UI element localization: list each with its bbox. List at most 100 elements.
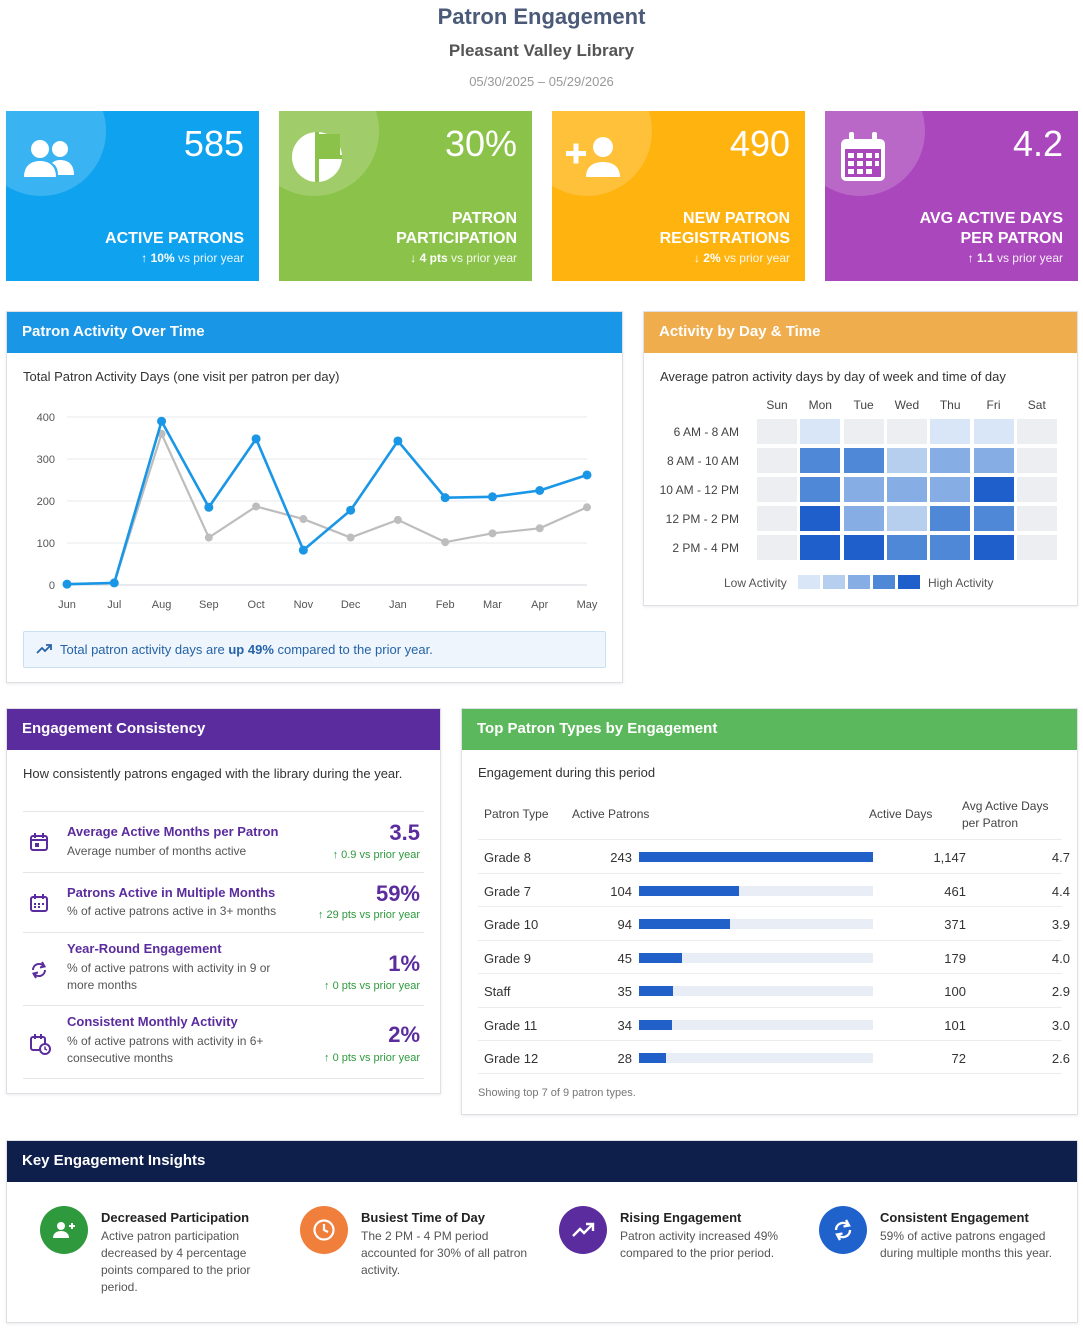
active-days: 101 [944, 1017, 966, 1033]
insight-desc: Active patron participation decreased by… [101, 1229, 251, 1294]
avg-active-days: 3.9 [1051, 917, 1070, 932]
data-point-current [157, 416, 167, 426]
avg-active-days: 4.4 [1051, 883, 1070, 899]
bar-track [639, 919, 873, 929]
kpi-new-registrations: 490 NEW PATRON REGISTRATIONS ↓ 2% vs pri… [552, 111, 805, 281]
consistency-card: Engagement Consistency How consistently … [6, 708, 441, 1094]
active-patrons: 243 [610, 850, 632, 865]
consistency-delta: ↑ 0 pts vs prior year [324, 1052, 420, 1064]
data-point-prior [488, 529, 497, 538]
heatmap-day-label: Tue [853, 398, 874, 412]
legend-low-label: Low Activity [724, 576, 787, 590]
heatmap-cell [973, 419, 1014, 444]
active-patrons-bar [639, 919, 730, 929]
heatmap-cell [800, 506, 841, 531]
table-row: Grade 12 28 72 2.6 [478, 1040, 1070, 1074]
x-tick-label: Dec [341, 599, 361, 611]
x-tick-label: Apr [531, 599, 548, 611]
column-header-type: Patron Type [484, 807, 549, 821]
avg-active-days: 4.7 [1051, 850, 1070, 865]
heatmap-cell [843, 535, 884, 560]
table-footer: Showing top 7 of 9 patron types. [478, 1087, 636, 1099]
y-tick-label: 200 [37, 496, 55, 508]
kpi-value: 585 [183, 123, 244, 164]
data-point-prior [583, 503, 591, 512]
x-tick-label: Sep [199, 599, 219, 611]
kpi-value: 30% [444, 123, 517, 164]
active-patrons-bar [639, 952, 683, 963]
consistency-row: Year-Round Engagement % of active patron… [23, 932, 424, 1005]
data-point-current [109, 578, 119, 588]
consistency-desc: % of active patrons active in 3+ months [67, 904, 277, 918]
consistency-row: Patrons Active in Multiple Months % of a… [23, 872, 424, 932]
heatmap-time-label: 12 PM - 2 PM [665, 512, 739, 526]
active-patrons: 35 [617, 984, 632, 999]
table-row: Grade 7 104 461 4.4 [478, 872, 1070, 907]
legend-high-label: High Activity [928, 576, 994, 590]
data-point-current [204, 502, 214, 512]
data-point-prior [393, 515, 402, 524]
x-tick-label: Jan [389, 599, 407, 611]
heatmap-legend: Low Activity High Activity [724, 575, 1024, 591]
heatmap-cell [757, 448, 797, 473]
heatmap-cell [930, 535, 971, 560]
heatmap-cell [886, 419, 927, 444]
active-days: 179 [944, 950, 966, 966]
kpi-patron-participation: 30% PATRON PARTICIPATION ↓ 4 pts vs prio… [279, 111, 532, 281]
clock-icon [300, 1206, 348, 1254]
heatmap-cell [930, 477, 971, 502]
pie-chart-icon [291, 129, 351, 185]
heatmap-cell [930, 448, 971, 473]
consistency-delta: ↑ 0.9 vs prior year [332, 849, 420, 861]
heatmap-cell [886, 477, 927, 502]
heatmap-cell [1016, 419, 1057, 444]
data-point-current [62, 579, 72, 589]
consistency-title: Patrons Active in Multiple Months [67, 885, 276, 900]
bar-track [639, 885, 873, 896]
consistency-value: 3.5 [389, 820, 420, 845]
card-title: Patron Activity Over Time [7, 312, 622, 353]
bar-track [639, 952, 873, 963]
avg-active-days: 2.6 [1051, 1051, 1070, 1066]
people-icon [18, 129, 78, 185]
x-tick-label: Feb [436, 599, 455, 611]
active-days: 72 [951, 1051, 966, 1066]
heatmap-cell [757, 535, 797, 560]
active-days: 100 [944, 984, 966, 999]
heatmap-cell [973, 506, 1014, 531]
library-name: Pleasant Valley Library [448, 41, 635, 60]
y-tick-label: 100 [37, 538, 55, 550]
data-point-prior [441, 538, 450, 547]
kpi-value: 490 [729, 123, 790, 164]
insight-title: Consistent Engagement [880, 1210, 1029, 1225]
patron-type: Grade 8 [484, 850, 531, 865]
data-point-prior [204, 533, 213, 542]
active-patrons: 104 [610, 883, 632, 899]
data-point-current [487, 492, 497, 502]
kpi-label: AVG ACTIVE DAYS PER PATRON [919, 210, 1063, 247]
kpi-value: 4.2 [1012, 123, 1063, 164]
heatmap-cell [886, 506, 927, 531]
table-row: Grade 9 45 179 4.0 [478, 939, 1070, 974]
column-header-days: Active Days [869, 807, 933, 821]
heatmap-cell [843, 477, 884, 502]
heatmap-cell [757, 506, 797, 531]
chart-note: Total patron activity days are up 49% co… [23, 631, 606, 668]
heatmap-day-label: Fri [986, 398, 1001, 412]
kpi-delta: ↑ 1.1 vs prior year [967, 251, 1063, 265]
calendar-refresh-icon [29, 1033, 51, 1060]
trending-up-icon [36, 643, 52, 658]
legend-swatch [798, 575, 820, 589]
legend-swatch [848, 575, 870, 589]
active-days: 461 [944, 883, 966, 899]
data-point-current [582, 470, 592, 480]
heatmap-day-label: Mon [808, 398, 832, 412]
heatmap-cell [843, 448, 884, 473]
heatmap-cell [800, 477, 841, 502]
heatmap-cell [800, 419, 841, 444]
kpi-active-patrons: 585 ACTIVE PATRONS ↑ 10% vs prior year [6, 111, 259, 281]
data-point-current [346, 505, 356, 515]
heatmap-day-label: Sun [766, 398, 788, 412]
table-row: Grade 8 243 1,147 4.7 [478, 839, 1070, 873]
table-row: Staff 35 100 2.9 [478, 973, 1070, 1007]
